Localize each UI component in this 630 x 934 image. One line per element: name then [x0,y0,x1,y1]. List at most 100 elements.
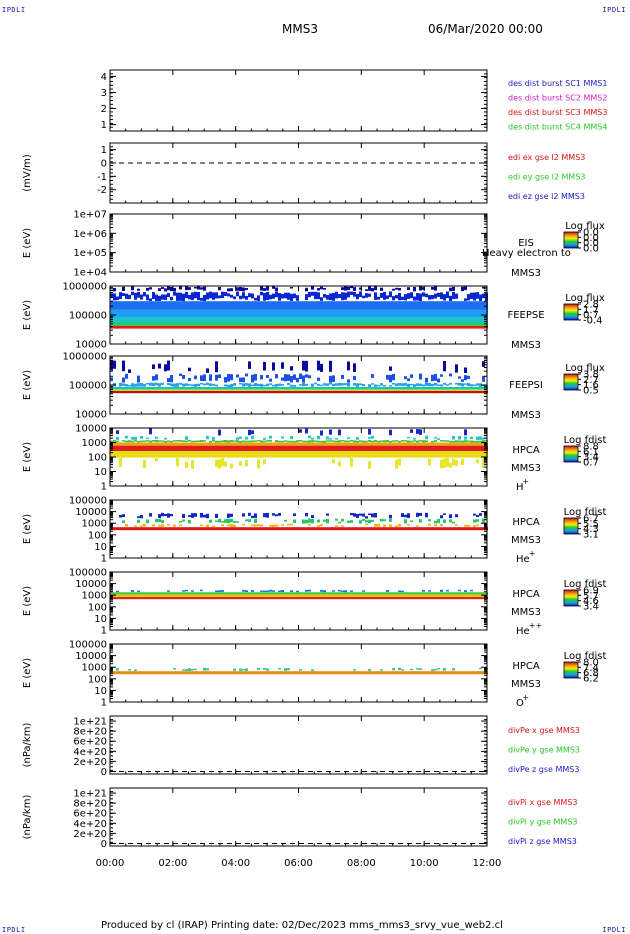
spectrogram-cell [416,668,419,670]
spectrogram-cell [395,325,398,329]
spectrogram-cell [470,436,473,439]
spectrogram-cell [278,671,281,675]
spectrogram-cell [137,597,140,600]
spectrogram-cell [458,391,461,394]
spectrogram-cell [341,301,344,310]
spectrogram-cell [209,594,212,597]
spectrogram-cell [161,294,164,300]
spectrogram-cell [218,671,221,675]
spectrogram-cell [218,445,221,452]
spectrogram-cell [149,440,152,443]
spectrogram-cell [179,439,182,442]
spectrogram-cell [374,451,377,458]
spectrogram-cell [170,445,173,452]
spectrogram-cell [329,383,332,385]
spectrogram-cell [425,597,428,600]
spectrogram-cell [194,668,197,671]
spectrogram-cell [230,451,233,458]
spectrogram-cell [482,527,485,531]
spectrogram-cell [191,671,194,675]
spectrogram-cell [323,389,326,391]
spectrogram-cell [266,383,269,387]
spectrogram-cell [116,451,119,458]
spectrogram-cell [134,669,137,671]
spectrogram-cell [425,592,428,595]
spectrogram-cell [158,451,161,458]
spectrogram-cell [128,389,131,391]
spectrogram-cell [365,451,368,458]
spectrogram-cell [122,377,125,383]
spectrogram-cell [350,301,353,310]
x-tick-label: 08:00 [347,858,376,869]
spectrogram-cell [353,363,356,372]
spectrogram-cell [167,590,170,592]
spectrogram-cell [164,364,167,372]
spectrogram-cell [233,296,236,300]
spectrogram-cell [308,391,311,394]
panel-frame [109,571,488,631]
spectrogram-cell [257,667,260,670]
spectrogram-cell [458,436,461,440]
spectrogram-cell [329,594,332,597]
spectrogram-cell [251,451,254,458]
spectrogram-cell [149,287,152,290]
spectrogram-cell [428,671,431,675]
spectrogram-cell [437,387,440,390]
spectrogram-cell [128,671,131,675]
y-tick-label: 10 [94,686,107,697]
spectrogram-cell [167,671,170,675]
spectrogram-cell [248,445,251,452]
spectrogram-cell [242,309,245,318]
spectrogram-cell [179,389,182,391]
spectrogram-cell [467,440,470,442]
spectrogram-cell [245,442,248,446]
species-label: He [516,554,530,565]
spectrogram-cell [440,442,443,446]
spectrogram-cell [383,389,386,391]
spectrogram-cell [395,383,398,387]
spectrogram-cell [353,325,356,329]
spectrogram-cell [449,301,452,310]
spectrogram-cell [167,292,170,297]
spectrogram-cell [335,527,338,531]
spectrogram-cell [245,296,248,300]
y-tick-label: 2 [101,104,107,115]
spectrogram-cell [317,288,320,291]
y-axis-label: (mV/m) [22,154,33,192]
spectrogram-cell [212,597,215,600]
spectrogram-cell [206,592,209,595]
spectrogram-cell [362,592,365,595]
spectrogram-cell [455,460,458,466]
colorbar-tick-label: 6.9 [583,586,599,597]
spectrogram-cell [287,597,290,600]
spectrogram-cell [299,384,302,386]
spectrogram-cell [311,291,314,296]
spectrogram-cell [164,325,167,329]
spectrogram-cell [368,668,371,672]
spectrogram-cell [302,597,305,600]
spectrogram-cell [212,592,215,595]
spectrogram-cell [311,383,314,387]
spectrogram-cell [212,451,215,458]
spectrogram-cell [158,592,161,595]
spectrogram-cell [212,527,215,531]
spectrogram-cell [113,389,116,391]
spectrogram-cell [389,374,392,383]
spectrogram-cell [236,671,239,675]
spectrogram-cell [431,301,434,310]
spectrogram-cell [287,382,290,386]
spectrogram-cell [173,527,176,531]
spectrogram-cell [284,451,287,458]
spectrogram-cell [482,437,485,440]
spectrogram-cell [383,671,386,675]
spectrogram-cell [245,301,248,310]
spectrogram-cell [206,594,209,597]
y-tick-label: 1e+07 [73,210,107,221]
spectrogram-cell [194,451,197,458]
y-tick-label: 10 [94,467,107,478]
spectrogram-cell [398,592,401,595]
colorbar-title: Log flux [565,293,605,304]
spectrogram-cell [341,375,344,379]
spectrogram-cell [173,387,176,390]
